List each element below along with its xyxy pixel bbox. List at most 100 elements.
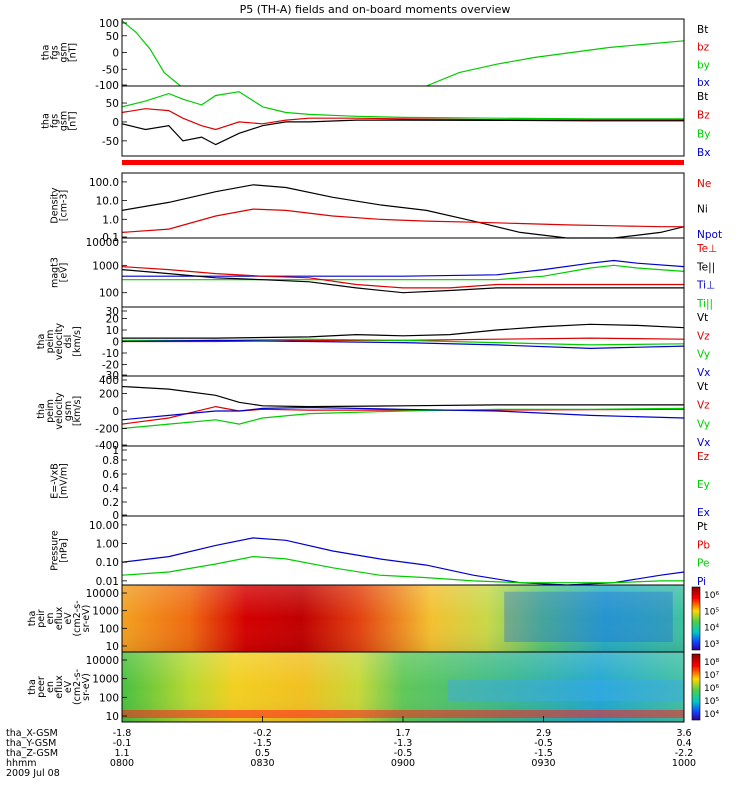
y-axis-label-line: [nPa]	[59, 538, 70, 563]
y-tick-label: 10.0	[96, 196, 119, 208]
y-axis-label-line: eV	[63, 612, 74, 625]
x-tick-label: -0.2	[253, 728, 272, 739]
x-tick-label: 0830	[250, 758, 274, 769]
legend: Bt bz by bx	[697, 24, 710, 89]
legend-entry: Bz	[697, 110, 710, 122]
y-axis-label-line: tha	[36, 403, 47, 419]
x-tick-label: -1.8	[113, 728, 132, 739]
y-tick-label: -30	[102, 370, 119, 382]
y-tick-label: 20	[106, 314, 119, 326]
colorbar-tick-label: 10³	[704, 640, 719, 650]
legend-entry: Ne	[697, 178, 711, 190]
y-tick-label: 50	[106, 31, 119, 43]
legend-entry: bx	[697, 77, 710, 89]
legend-entry: Bx	[697, 147, 710, 159]
y-axis-label-line: [cm-3]	[59, 190, 70, 221]
y-axis-label-line: [nT]	[68, 111, 79, 130]
y-axis-label-line: tha	[27, 679, 38, 695]
x-tick-label: -1.3	[394, 738, 413, 749]
series-line-pe	[121, 555, 684, 584]
series-line-bz	[121, 108, 684, 131]
x-tick-label: -0.1	[113, 738, 132, 749]
legend-entry: Vx	[697, 437, 710, 449]
y-axis-label-line: (cm2-s-	[72, 669, 83, 705]
legend: Vt Vz Vy Vx	[697, 381, 710, 449]
x-axis: tha_X-GSM -1.8 -0.2 1.7 2.9 3.6 tha_Y-GSM -0.1 -…	[6, 716, 696, 779]
y-tick-label: 0	[112, 337, 119, 349]
y-tick-label: 50	[106, 98, 119, 110]
series-line-by	[426, 40, 685, 87]
y-tick-label: -20	[102, 360, 119, 372]
legend-entry: Bt	[697, 24, 708, 36]
y-axis-label-line: E=-VxB	[50, 463, 61, 498]
legend-entry: Npot	[697, 229, 722, 241]
y-tick-label: 100	[99, 288, 119, 300]
panel-8: 10.00 1.00 0.10 0.01 Pressure[nPa] Pt Pb Pe Pi	[50, 515, 710, 588]
series-line-bt	[121, 91, 684, 120]
y-axis-label-line: Density	[50, 187, 61, 223]
panel-3: 100.0 10.0 1.0 0.1 Density[cm-3] Ne Ni Npot	[50, 172, 722, 244]
y-axis-label-line: [nT]	[68, 43, 79, 62]
colorbar-scale	[691, 586, 701, 651]
x-tick-label: 0.5	[255, 748, 270, 759]
legend-entry: Ey	[697, 479, 710, 491]
figure-title: P5 (TH-A) fields and on-board moments ov…	[240, 3, 511, 16]
x-tick-label: -2.2	[675, 748, 694, 759]
colorbar-tick-label: 10⁵	[704, 607, 719, 617]
y-axis-label-line: eflux	[54, 675, 65, 699]
y-tick-label: 1000	[92, 606, 119, 618]
colorbar-tick-label: 10⁶	[704, 591, 719, 601]
legend-entry: Ni	[697, 204, 708, 216]
y-axis-label-line: [km/s]	[72, 326, 83, 356]
y-tick-label: 0.2	[102, 497, 119, 509]
y-tick-label: 10000	[86, 588, 119, 600]
y-axis-label-line: tha	[41, 45, 52, 61]
y-tick-label: -100	[95, 80, 119, 92]
y-axis-label-line: dsl	[63, 335, 74, 349]
y-axis-label-line: peim	[45, 330, 56, 354]
spectrogram-low-energy-band	[122, 710, 684, 718]
legend: Te⊥ Te|| Ti⊥ Ti||	[696, 243, 717, 310]
colorbar: 10⁶ 10⁵ 10⁴ 10³	[691, 586, 719, 651]
y-tick-label: 0.01	[96, 576, 119, 588]
legend-entry: Pe	[697, 558, 709, 570]
panel-frame	[121, 85, 685, 157]
y-tick-label: 0.1	[102, 232, 119, 244]
y-tick-label: 0	[112, 510, 119, 522]
series-line-vx	[121, 339, 685, 350]
data-quality-bar	[122, 160, 684, 165]
y-tick-label: 0	[112, 117, 119, 129]
y-axis-label-line: en	[45, 681, 56, 693]
y-axis-label-line: sr-eV)	[81, 673, 92, 701]
x-tick-label: 2.9	[536, 728, 551, 739]
y-axis-label-line: Pressure	[50, 530, 61, 571]
y-tick-label: 0.10	[96, 557, 119, 569]
series-line-te	[121, 266, 684, 289]
y-tick-label: 0.6	[102, 469, 119, 481]
y-axis-label-line: tha	[27, 611, 38, 627]
y-tick-label: 100.0	[89, 177, 119, 189]
y-tick-label: 0	[112, 48, 119, 60]
legend: Ez Ey Ex	[697, 451, 710, 519]
y-tick-label: -400	[95, 440, 119, 452]
date-label: 2009 Jul 08	[6, 768, 60, 779]
series-line-te	[121, 269, 684, 294]
series-line-ne	[121, 208, 684, 233]
legend-entry: Vt	[697, 381, 708, 393]
y-tick-label: 200	[99, 389, 119, 401]
panel-frame	[121, 18, 685, 87]
legend-entry: by	[697, 59, 710, 71]
x-tick-label: 1.1	[114, 748, 129, 759]
legend-entry: Ez	[697, 451, 710, 463]
y-axis-label-line: tha	[36, 334, 47, 350]
y-tick-label: 1.0	[102, 214, 119, 226]
y-tick-label: 1000	[92, 674, 119, 686]
legend-entry: Vt	[697, 312, 708, 324]
x-tick-label: 0.4	[676, 738, 691, 749]
legend: Pt Pb Pe Pi	[697, 521, 710, 588]
y-tick-label: 1000	[92, 260, 119, 272]
